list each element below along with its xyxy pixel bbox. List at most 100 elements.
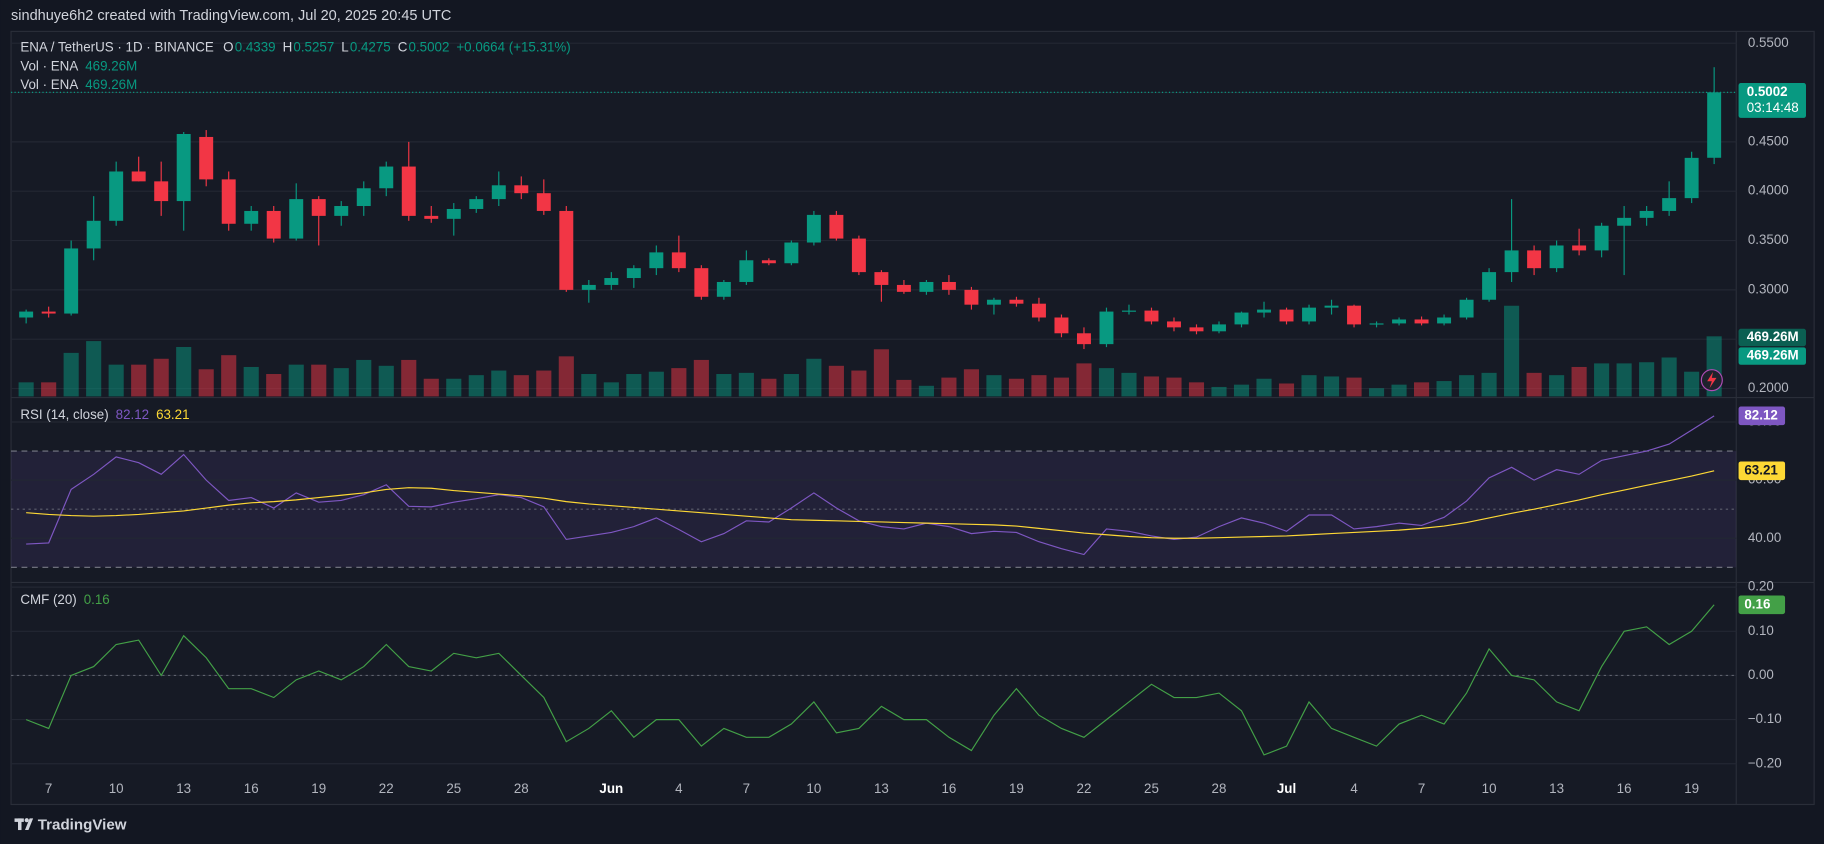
indicator-badge-bg xyxy=(1738,595,1786,615)
candle-body xyxy=(1031,303,1046,318)
volume-bar xyxy=(1639,362,1655,397)
volume-bar xyxy=(1323,376,1340,397)
volume-bar xyxy=(1143,376,1160,397)
volume-bar xyxy=(1098,368,1115,397)
indicator-badge: 0.16 xyxy=(1744,596,1770,611)
volume-bar xyxy=(536,370,552,397)
volume-bar xyxy=(198,369,214,397)
volume-bar xyxy=(468,375,484,397)
candle-body xyxy=(1189,327,1204,332)
volume-bar xyxy=(176,346,192,397)
candle-body xyxy=(244,210,259,224)
volume-bar xyxy=(963,369,979,397)
volume-bar xyxy=(423,378,439,397)
y-tick-label: 0.00 xyxy=(1748,667,1774,682)
x-tick-label: 19 xyxy=(1684,781,1699,796)
volume-bar xyxy=(761,378,777,397)
candle-body xyxy=(19,311,34,318)
candle-body xyxy=(86,220,101,249)
x-tick-label: 19 xyxy=(311,781,326,796)
volume-bar xyxy=(491,370,507,397)
volume-bar xyxy=(513,375,529,397)
indicator-line xyxy=(26,415,1715,556)
candle-body xyxy=(379,166,394,189)
candle-body xyxy=(1122,310,1136,312)
volume-bar xyxy=(851,370,867,397)
candle-body xyxy=(941,281,956,290)
volume-bar xyxy=(1301,375,1317,397)
candle-body xyxy=(1234,312,1249,325)
volume-bar xyxy=(221,355,237,397)
y-tick-label: −0.20 xyxy=(1748,755,1782,770)
candle-body xyxy=(1099,311,1114,345)
candle-body xyxy=(1076,333,1091,345)
x-tick-label: 7 xyxy=(45,781,52,796)
x-tick-label: 4 xyxy=(675,781,683,796)
logo-part xyxy=(24,818,34,831)
candle-body xyxy=(1482,272,1497,300)
volume-bar xyxy=(1526,372,1542,397)
volume-bar xyxy=(1571,366,1587,397)
volume-bar xyxy=(1053,377,1070,397)
candle-body xyxy=(1347,305,1362,325)
indicator-badge: 63.21 xyxy=(1744,462,1778,477)
volume-value: 469.26M xyxy=(85,58,137,73)
candle-body xyxy=(536,193,551,211)
candle-body xyxy=(1324,305,1339,308)
candle-body xyxy=(671,252,686,269)
indicator-badge-bg xyxy=(1738,406,1786,426)
volume-bar xyxy=(1391,384,1407,397)
candle-body xyxy=(469,199,484,209)
candle-body xyxy=(806,214,821,243)
candle-body xyxy=(559,210,574,290)
volume-bar xyxy=(1481,372,1497,397)
candle-body xyxy=(829,214,844,239)
volume-bar xyxy=(243,366,259,397)
volume-bar xyxy=(1368,388,1385,397)
candle-body xyxy=(311,199,326,216)
indicator-line xyxy=(25,604,1715,756)
volume-bar xyxy=(356,359,372,397)
candle-body xyxy=(851,238,866,273)
candle-body xyxy=(1257,309,1271,313)
ohlc-value: 0.5002 xyxy=(409,39,450,54)
volume-bar xyxy=(986,375,1002,397)
x-tick-label: Jul xyxy=(1277,781,1296,796)
y-tick-label: 0.20 xyxy=(1748,579,1774,594)
volume-bar xyxy=(1278,383,1295,397)
candle-body xyxy=(1707,92,1722,158)
volume-bar xyxy=(806,358,822,397)
volume-name: Vol · ENA xyxy=(20,76,78,91)
volume-bar xyxy=(266,374,282,397)
volume-bar xyxy=(648,371,664,397)
volume-bar xyxy=(1233,384,1250,397)
volume-bar xyxy=(1188,382,1205,397)
price-legend: ENA / TetherUS · 1D · BINANCE O0.4339 H0.5… xyxy=(20,39,570,54)
y-tick-label: 0.3500 xyxy=(1748,232,1789,247)
candle-body xyxy=(221,179,236,224)
candle-body xyxy=(1414,319,1429,324)
candle-body xyxy=(1662,198,1677,211)
ohlc-label: H xyxy=(283,39,293,54)
candle-body xyxy=(1572,245,1587,251)
candle-body xyxy=(581,284,596,290)
indicator-title: CMF (20) xyxy=(20,591,76,606)
volume-bar xyxy=(41,382,57,397)
indicator-value: 0.16 xyxy=(84,591,110,606)
volume-badge: 469.26M xyxy=(1747,348,1799,363)
candle-body xyxy=(1392,319,1407,324)
x-tick-label: Jun xyxy=(599,781,623,796)
candle-body xyxy=(761,260,776,264)
footer-logo xyxy=(14,818,34,831)
volume-bar xyxy=(738,372,754,397)
y-tick-label: 0.3000 xyxy=(1748,281,1789,296)
ohlc-label: L xyxy=(341,39,348,54)
ohlc-value: 0.5257 xyxy=(293,39,334,54)
y-tick-label: 0.4500 xyxy=(1748,133,1789,148)
ohlc-label: C xyxy=(398,39,408,54)
candle-body xyxy=(739,260,754,282)
candle-body xyxy=(446,208,461,219)
x-tick-label: 19 xyxy=(1009,781,1024,796)
